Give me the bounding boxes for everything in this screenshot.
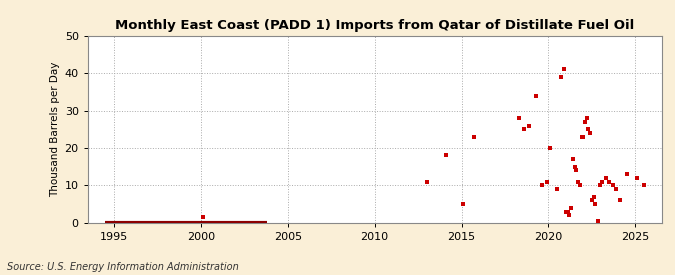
Point: [578, 134, 589, 139]
Point: [589, 194, 599, 199]
Point: [545, 146, 556, 150]
Point: [514, 116, 524, 120]
Point: [639, 183, 649, 188]
Point: [531, 94, 542, 98]
Point: [590, 202, 601, 206]
Point: [421, 179, 432, 184]
Point: [524, 123, 535, 128]
Point: [562, 209, 573, 214]
Point: [574, 183, 585, 188]
Point: [601, 176, 612, 180]
Point: [587, 198, 597, 202]
Point: [595, 183, 605, 188]
Point: [556, 75, 566, 79]
Point: [468, 134, 479, 139]
Point: [581, 116, 592, 120]
Point: [458, 202, 468, 206]
Point: [593, 219, 603, 223]
Point: [197, 215, 208, 219]
Point: [576, 134, 587, 139]
Point: [580, 120, 591, 124]
Point: [611, 187, 622, 191]
Point: [441, 153, 452, 158]
Point: [571, 168, 582, 173]
Point: [597, 179, 608, 184]
Point: [560, 209, 571, 214]
Point: [585, 131, 595, 135]
Point: [604, 179, 615, 184]
Point: [559, 67, 570, 72]
Point: [566, 206, 576, 210]
Point: [564, 213, 574, 218]
Point: [551, 187, 562, 191]
Point: [583, 127, 594, 131]
Y-axis label: Thousand Barrels per Day: Thousand Barrels per Day: [51, 62, 61, 197]
Point: [541, 179, 552, 184]
Title: Monthly East Coast (PADD 1) Imports from Qatar of Distillate Fuel Oil: Monthly East Coast (PADD 1) Imports from…: [115, 19, 634, 32]
Point: [519, 127, 530, 131]
Text: Source: U.S. Energy Information Administration: Source: U.S. Energy Information Administ…: [7, 262, 238, 272]
Point: [536, 183, 547, 188]
Point: [569, 164, 580, 169]
Point: [568, 157, 578, 161]
Point: [621, 172, 632, 176]
Point: [608, 183, 618, 188]
Point: [632, 176, 643, 180]
Point: [614, 198, 625, 202]
Point: [572, 179, 583, 184]
